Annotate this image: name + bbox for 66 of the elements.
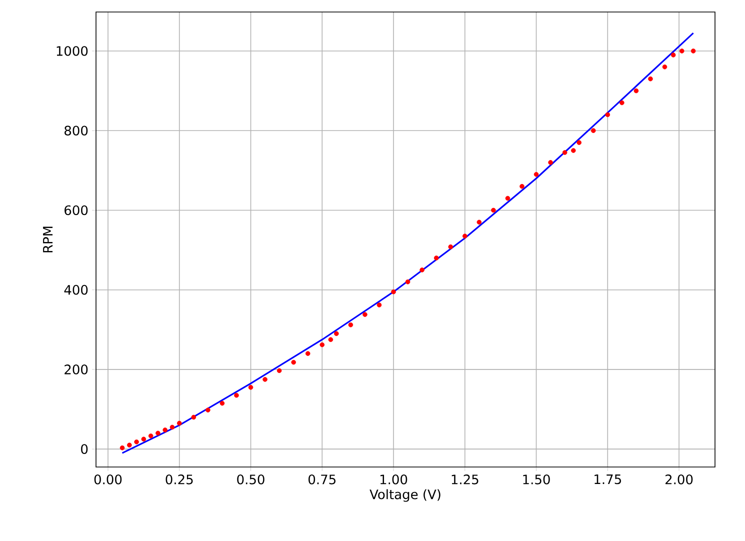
point xyxy=(291,360,296,365)
point xyxy=(276,368,282,374)
y-tick-label: 1000 xyxy=(56,46,88,56)
x-tick-label: 0.50 xyxy=(237,474,264,484)
point xyxy=(405,279,410,284)
point xyxy=(206,408,210,412)
point xyxy=(262,377,268,382)
point xyxy=(662,64,668,70)
point xyxy=(434,256,439,260)
point xyxy=(570,148,576,153)
point xyxy=(134,440,139,444)
point xyxy=(248,384,254,390)
point xyxy=(620,100,624,106)
x-tick-label: 1.75 xyxy=(594,474,621,484)
point xyxy=(505,196,510,201)
point xyxy=(305,351,310,356)
point xyxy=(562,150,568,155)
point xyxy=(590,128,596,134)
point xyxy=(634,88,639,94)
point xyxy=(148,434,154,438)
line-series xyxy=(121,32,694,454)
point xyxy=(156,430,160,436)
y-tick-label: 200 xyxy=(64,364,88,374)
point xyxy=(362,312,368,317)
point xyxy=(391,289,396,294)
point xyxy=(462,234,468,239)
point xyxy=(348,322,354,328)
point xyxy=(476,220,482,225)
point xyxy=(234,392,239,398)
point xyxy=(191,414,196,420)
point xyxy=(328,337,334,342)
x-tick-label: 2.00 xyxy=(666,474,693,484)
point xyxy=(141,436,146,442)
y-tick-label: 0 xyxy=(81,444,88,454)
point xyxy=(334,331,339,336)
y-tick-label: 800 xyxy=(64,126,88,136)
point xyxy=(690,48,696,54)
point xyxy=(605,112,610,118)
x-tick-label: 1.50 xyxy=(523,474,550,484)
y-axis-title: RPM xyxy=(43,226,53,252)
point xyxy=(679,48,684,54)
point xyxy=(120,445,125,450)
point xyxy=(520,184,524,189)
point xyxy=(491,208,496,213)
x-tick-label: 1.25 xyxy=(452,474,478,484)
point xyxy=(420,268,424,272)
y-tick-label: 400 xyxy=(64,284,88,295)
point xyxy=(376,302,382,308)
x-tick-label: 0.25 xyxy=(166,474,193,484)
point xyxy=(220,400,225,406)
x-tick-label: 1.00 xyxy=(380,474,408,484)
point xyxy=(576,140,582,145)
x-tick-label: 0.00 xyxy=(94,474,122,484)
point xyxy=(648,76,653,82)
point xyxy=(534,172,539,177)
point xyxy=(448,244,454,250)
point xyxy=(548,160,553,165)
point xyxy=(170,424,175,430)
x-tick-label: 0.75 xyxy=(308,474,336,484)
point xyxy=(176,420,182,426)
y-tick-label: 600 xyxy=(64,205,88,216)
x-axis-title: Voltage (V) xyxy=(370,489,440,502)
point xyxy=(127,442,132,448)
point xyxy=(670,52,676,58)
point xyxy=(162,428,168,432)
point xyxy=(320,342,325,348)
